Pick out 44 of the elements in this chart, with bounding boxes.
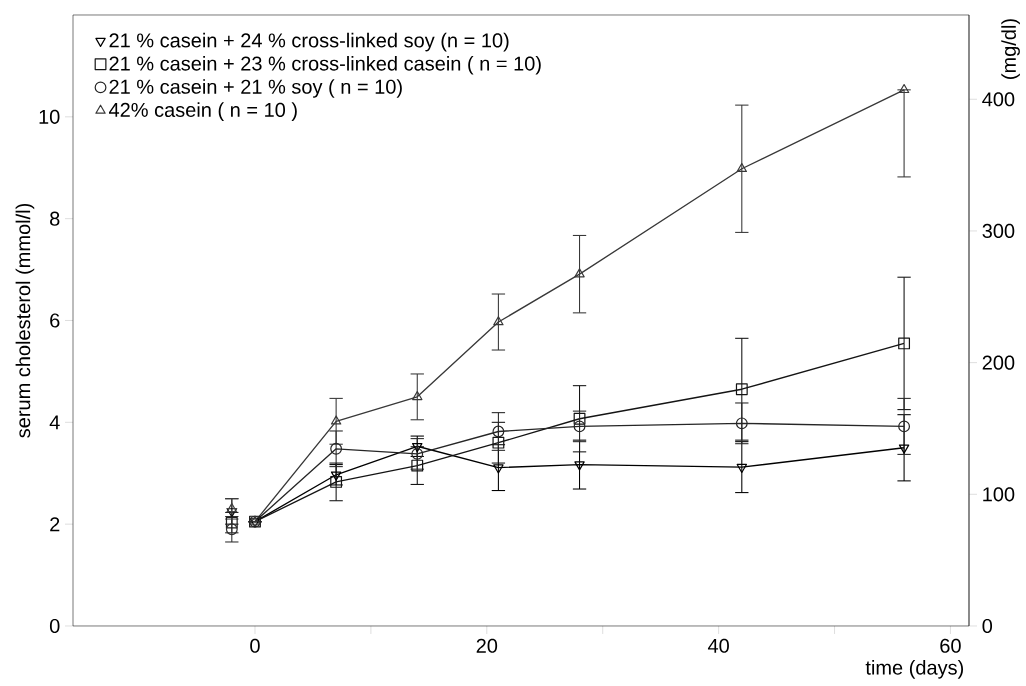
x-tick-label: 60: [940, 638, 961, 653]
point: [735, 383, 748, 396]
y2-tick-label: 200: [982, 355, 1015, 370]
x-tick-label: 40: [707, 638, 729, 653]
point: [330, 442, 343, 455]
point: [492, 425, 505, 438]
point: [898, 83, 910, 94]
legend-label: 21 % casein + 24 % cross-linked soy (n = 10): [109, 32, 509, 52]
x-axis-title: time (days): [865, 660, 964, 679]
point: [736, 463, 748, 474]
y-tick-label: 0: [49, 618, 60, 634]
x-tick-label: 20: [476, 638, 498, 653]
y-tick-label: 8: [50, 211, 60, 226]
point: [574, 268, 585, 278]
point: [898, 444, 910, 454]
point: [898, 420, 911, 433]
y-tick-label: 2: [50, 517, 60, 532]
point: [574, 461, 585, 471]
y2-tick-label: 400: [982, 92, 1015, 107]
point: [573, 420, 586, 433]
y2-tick-label: 300: [982, 223, 1015, 239]
legend-label: 42% casein ( n = 10 ): [108, 102, 297, 121]
legend-label: 21 % casein + 23 % cross-linked casein ( n = 10): [109, 55, 541, 75]
point: [736, 162, 748, 173]
y2-axis-title: (mg/dl): [1001, 19, 1020, 79]
point: [226, 502, 238, 513]
point: [411, 459, 424, 472]
y-axis-title: serum cholesterol (mmol/l): [15, 203, 35, 438]
y2-tick-label: 0: [982, 618, 993, 634]
point: [493, 464, 504, 474]
point: [898, 337, 911, 350]
y-tick-label: 4: [49, 415, 60, 430]
y-tick-label: 10: [39, 109, 60, 124]
point: [492, 436, 505, 449]
point: [412, 390, 423, 401]
point: [493, 316, 504, 326]
point: [412, 442, 423, 453]
y2-tick-label: 100: [983, 487, 1015, 502]
x-tick-label: 0: [250, 638, 260, 653]
y-tick-label: 6: [50, 313, 60, 328]
legend-label: 21 % casein + 21 % soy ( n = 10): [109, 79, 402, 98]
point: [330, 415, 342, 425]
point: [735, 417, 748, 430]
point: [330, 471, 342, 481]
